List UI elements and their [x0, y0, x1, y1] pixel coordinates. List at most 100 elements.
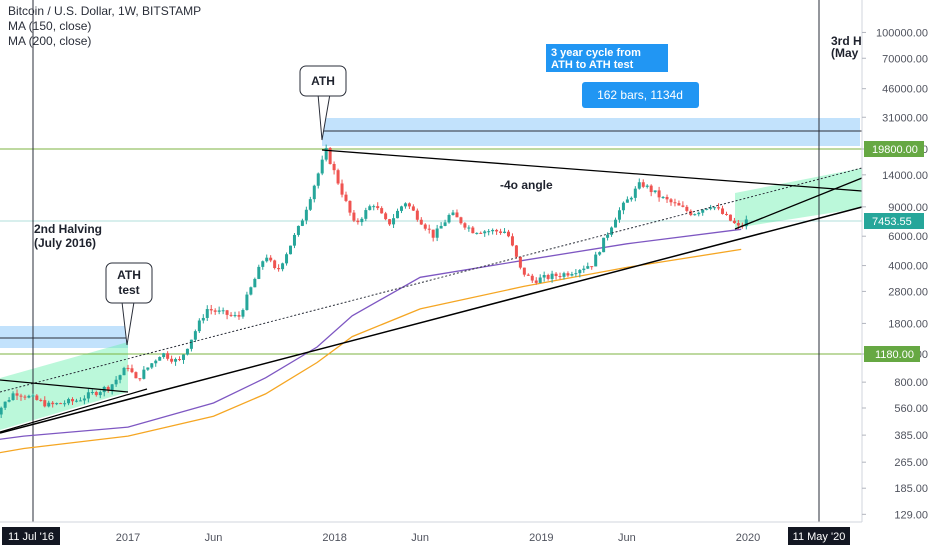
candle-body — [431, 229, 435, 238]
symbol-title[interactable]: Bitcoin / U.S. Dollar, 1W, BITSTAMP — [8, 4, 202, 18]
candle-body — [721, 208, 725, 214]
candle-body — [201, 317, 205, 321]
candle-body — [641, 182, 645, 187]
third-halving-line1: 3rd H — [831, 34, 862, 48]
candle-body — [265, 257, 269, 262]
time-tick-label: 2017 — [116, 532, 140, 544]
candle-body — [610, 227, 614, 235]
candle-body — [185, 348, 189, 355]
candle-body — [590, 266, 594, 268]
candle-body — [158, 357, 162, 361]
candle-body — [7, 399, 11, 402]
candle-body — [637, 182, 641, 189]
candle-body — [233, 315, 237, 317]
time-axis[interactable] — [0, 522, 862, 550]
2016-support-trendline — [0, 388, 148, 433]
candle-body — [550, 273, 554, 279]
level-tag-1180-bg — [864, 346, 920, 362]
candle-body — [697, 212, 701, 215]
candle-body — [352, 212, 356, 221]
candle-body — [669, 199, 673, 203]
candle-body — [130, 368, 134, 373]
prior-ath-zone — [0, 326, 128, 348]
candle-body — [213, 310, 217, 312]
accumulation-zone-2020 — [735, 168, 862, 228]
candle-body — [55, 403, 59, 405]
candle-body — [328, 147, 332, 164]
candle-body — [237, 315, 241, 317]
candle-body — [633, 188, 637, 198]
ath-test-callout-pointer — [121, 301, 135, 346]
candle-body — [629, 197, 633, 200]
candle-body — [530, 275, 534, 281]
candle-body — [162, 353, 166, 358]
candle-body — [241, 309, 245, 317]
candle-body — [324, 147, 328, 160]
long-term-support-trendline — [0, 206, 863, 434]
candle-body — [407, 203, 411, 207]
candle-body — [574, 273, 578, 275]
halving-label-line2: (July 2016) — [34, 236, 96, 250]
candle-body — [229, 314, 233, 316]
price-tick-label: 129.00 — [894, 509, 928, 521]
candle-body — [744, 219, 748, 227]
candle-body — [178, 359, 182, 361]
candle-body — [427, 228, 431, 230]
candle-body — [312, 185, 316, 200]
candle-body — [447, 214, 451, 223]
candle-body — [673, 202, 677, 204]
price-tick-label: 385.00 — [894, 430, 928, 442]
candle-body — [518, 256, 522, 268]
candle-body — [693, 214, 697, 216]
price-tick-label: 560.00 — [894, 403, 928, 415]
candle-body — [181, 354, 185, 360]
ma150-legend[interactable]: MA (150, close) — [8, 19, 92, 33]
candle-body — [522, 267, 526, 275]
current-price-tag: 7453.55 — [872, 216, 912, 228]
current-price-tag-bg — [864, 213, 924, 229]
candle-body — [63, 403, 67, 405]
candle-body — [558, 276, 562, 278]
candle-body — [728, 214, 732, 221]
candle-body — [90, 392, 94, 394]
ath-callout-bubble — [299, 65, 347, 97]
candle-body — [455, 212, 459, 218]
candle-body — [205, 309, 209, 318]
time-tick-label: 2019 — [529, 532, 553, 544]
candle-body — [399, 206, 403, 211]
candle-body — [308, 199, 312, 210]
price-axis[interactable] — [862, 0, 932, 550]
candle-body — [292, 234, 296, 246]
candle-body — [340, 183, 344, 195]
ath-test-callout-line1: ATH — [117, 268, 141, 282]
ma200-legend[interactable]: MA (200, close) — [8, 34, 92, 48]
candle-body — [384, 213, 388, 220]
chart-legend: Bitcoin / U.S. Dollar, 1W, BITSTAMP MA (… — [8, 4, 201, 49]
candle-body — [538, 277, 542, 283]
candle-body — [126, 367, 130, 369]
candle-body — [451, 212, 455, 215]
candle-body — [598, 252, 602, 255]
candle-body — [86, 392, 90, 399]
candle-body — [376, 206, 380, 209]
candle-body — [74, 400, 78, 402]
plot-area[interactable] — [0, 0, 862, 522]
candle-body — [709, 207, 713, 209]
2016-descending-trendline — [0, 379, 129, 393]
candle-body — [304, 209, 308, 221]
candle-body — [320, 159, 324, 174]
date-tag-2020-bg — [788, 527, 850, 545]
ma200-line — [0, 248, 742, 454]
candle-body — [15, 393, 19, 396]
time-tick-label: Jun — [618, 532, 636, 544]
candle-body — [617, 210, 621, 220]
time-tick-label: Jun — [205, 532, 223, 544]
candle-body — [197, 320, 201, 332]
candle-body — [732, 220, 736, 224]
candle-body — [681, 205, 685, 207]
candle-body — [534, 280, 538, 283]
candle-body — [217, 310, 221, 312]
price-tick-label: 70000.00 — [882, 53, 928, 65]
candle-body — [649, 185, 653, 193]
